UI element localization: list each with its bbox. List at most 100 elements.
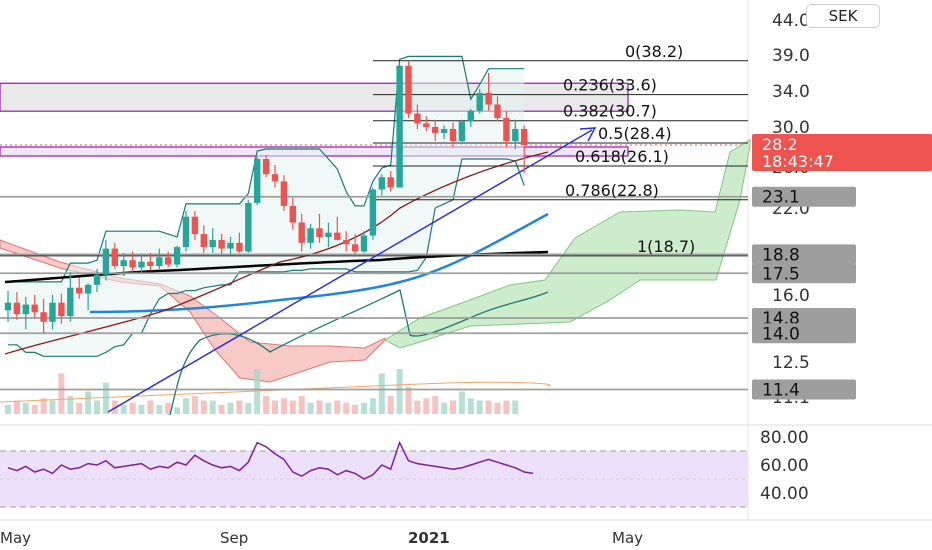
volume-bar <box>254 369 261 414</box>
volume-bar <box>209 400 216 414</box>
volume-bar <box>343 402 350 414</box>
candle-body <box>414 113 421 124</box>
level-tag-label: 17.5 <box>762 264 800 284</box>
volume-bar <box>325 402 332 414</box>
level-tag-label: 23.1 <box>762 188 800 208</box>
candle-body <box>503 118 510 141</box>
candle-body <box>182 216 190 248</box>
candle-body <box>396 65 403 188</box>
fib-label: 0.786(22.8) <box>565 181 659 200</box>
candle-body <box>449 129 457 141</box>
candle-body <box>111 248 118 266</box>
candle-body <box>262 159 270 175</box>
volume-bar <box>494 402 501 414</box>
candle-body <box>227 242 234 249</box>
time-tick: May <box>0 529 31 547</box>
volume-bar <box>316 400 323 414</box>
volume-bar <box>369 398 376 414</box>
volume-bar <box>280 398 287 414</box>
cloud-bullish <box>384 139 751 349</box>
price-tick: 34.0 <box>772 82 810 102</box>
volume-bar <box>22 402 29 414</box>
volume-bar <box>503 400 510 414</box>
lagging-line <box>169 289 549 416</box>
candle-body <box>432 127 439 133</box>
candle-body <box>280 181 288 206</box>
volume-bar <box>396 369 403 414</box>
volume-bar <box>307 402 314 414</box>
candle-body <box>387 177 394 188</box>
fib-label: 0.236(33.6) <box>563 76 657 95</box>
volume-bar <box>67 396 74 414</box>
candle-body <box>67 287 74 317</box>
candle-body <box>440 129 448 133</box>
volume-bar <box>183 398 189 414</box>
price-tick: 30.0 <box>772 118 810 138</box>
volume-bar <box>387 396 394 414</box>
volume-bar <box>218 405 225 414</box>
price-axis[interactable]: 44.039.034.030.026.022.016.012.511.180.0… <box>752 11 932 504</box>
volume-bar <box>165 402 172 414</box>
trendline-arrow <box>579 127 597 142</box>
volume-bar <box>85 391 92 414</box>
level-tag <box>752 379 856 400</box>
candle-body <box>58 302 65 317</box>
time-tick: Sep <box>220 529 248 547</box>
ma-mid <box>89 212 549 314</box>
volume-bar <box>13 400 20 414</box>
bollinger-bands <box>8 55 525 357</box>
trendline[interactable] <box>107 127 597 413</box>
bollinger-fill <box>8 56 525 357</box>
volume-bar <box>272 400 278 414</box>
candle-body <box>360 235 368 252</box>
candle-body <box>298 222 305 243</box>
fibonacci-retracement[interactable]: 0(38.2) 0.236(33.6) 0.382(30.7) 0.5(28.4) 0.… <box>0 42 748 257</box>
rsi-line <box>7 440 534 480</box>
price-tick: 16.0 <box>772 286 810 306</box>
candle-body <box>156 257 163 266</box>
fib-label: 0.5(28.4) <box>598 124 672 143</box>
candle-body <box>423 123 430 127</box>
candle-body <box>120 260 127 266</box>
time-axis[interactable]: May Sep 2021 May <box>0 529 643 547</box>
level-tag <box>752 307 856 328</box>
candle-body <box>467 110 474 122</box>
price-tick: 39.0 <box>772 46 810 66</box>
level-tag <box>752 244 856 265</box>
candle-body <box>129 260 136 268</box>
volume-bar <box>31 405 38 414</box>
candle-body <box>316 228 323 237</box>
candle-body <box>458 121 466 141</box>
candle-body <box>40 312 47 322</box>
volume-bar <box>174 407 181 414</box>
bollinger-lower <box>8 158 525 357</box>
candles <box>4 60 528 334</box>
candle-body <box>138 261 145 268</box>
volume-bar <box>120 405 127 414</box>
candle-body <box>334 232 341 240</box>
fib-label: 1(18.7) <box>637 237 695 256</box>
volume-bar <box>458 391 465 414</box>
resistance-zone <box>0 82 629 112</box>
candle-body <box>218 239 225 249</box>
horizontal-levels <box>0 195 748 391</box>
last-price-countdown: 18:43:47 <box>762 152 834 171</box>
candle-body <box>13 302 21 315</box>
currency-label[interactable]: SEK <box>806 4 880 28</box>
candle-body <box>512 129 519 141</box>
candle-body <box>31 304 38 313</box>
volume-bar <box>138 405 145 414</box>
volume-bar <box>191 396 198 414</box>
volume-bar <box>298 396 305 414</box>
volume-bar <box>432 396 439 414</box>
candle-body <box>165 257 172 265</box>
ma-short <box>4 151 549 355</box>
volume-bar <box>245 402 252 414</box>
volume-bar <box>450 400 456 414</box>
candle-body <box>49 302 56 322</box>
candle-body <box>200 234 207 248</box>
rsi-tick: 80.00 <box>760 428 809 448</box>
trendline <box>107 129 593 413</box>
candle-body <box>173 247 181 265</box>
